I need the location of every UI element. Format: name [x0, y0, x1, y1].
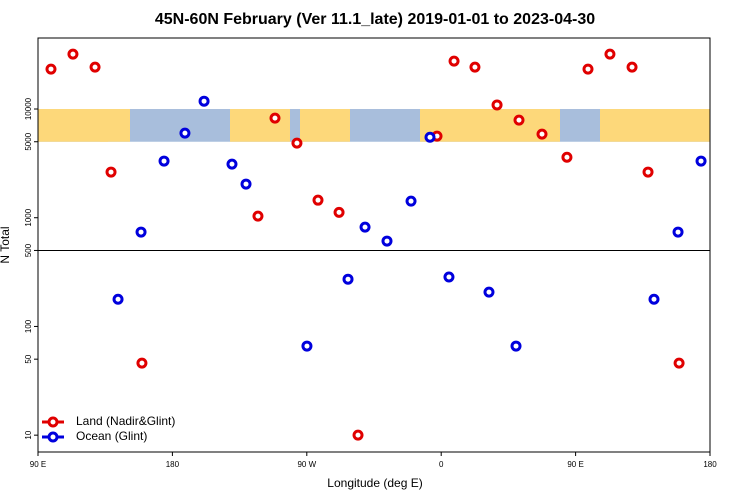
legend-label: Land (Nadir&Glint) — [76, 414, 175, 428]
x-tick-label: 90 E — [30, 460, 46, 469]
point — [179, 127, 191, 139]
y-tick-label: 1000 — [24, 208, 33, 226]
point — [252, 210, 264, 222]
point — [158, 155, 170, 167]
point — [405, 195, 417, 207]
y-tick-label: 50 — [24, 354, 33, 363]
point — [136, 357, 148, 369]
point — [510, 340, 522, 352]
point — [443, 271, 455, 283]
point — [198, 95, 210, 107]
x-tick-label: 0 — [439, 460, 444, 469]
ocean — [38, 109, 710, 142]
point — [448, 55, 460, 67]
point — [561, 151, 573, 163]
point — [648, 293, 660, 305]
point — [301, 340, 313, 352]
point — [673, 357, 685, 369]
map-band — [38, 109, 710, 142]
point — [105, 166, 117, 178]
point — [45, 63, 57, 75]
y-tick-label: 100 — [24, 319, 33, 333]
point — [672, 226, 684, 238]
point — [333, 206, 345, 218]
point — [536, 128, 548, 140]
point — [491, 99, 503, 111]
land — [230, 109, 290, 142]
point — [67, 48, 79, 60]
point — [626, 61, 638, 73]
point — [513, 114, 525, 126]
point — [469, 61, 481, 73]
plot-frame — [37, 37, 711, 453]
y-axis-label: N Total — [0, 226, 12, 263]
y-tick-label: 500 — [24, 243, 33, 257]
point — [695, 155, 707, 167]
land — [300, 109, 350, 142]
point — [342, 273, 354, 285]
point — [352, 429, 364, 441]
y-tick-label: 10 — [24, 430, 33, 439]
legend-marker — [47, 416, 59, 428]
land — [100, 109, 130, 142]
legend-marker — [47, 431, 59, 443]
x-tick-label: 180 — [703, 460, 717, 469]
point — [226, 158, 238, 170]
point — [483, 286, 495, 298]
point — [381, 235, 393, 247]
point — [269, 112, 281, 124]
point — [604, 48, 616, 60]
x-axis-label: Longitude (deg E) — [327, 476, 422, 490]
chart-title: 45N-60N February (Ver 11.1_late) 2019-01… — [155, 11, 595, 28]
land — [600, 109, 710, 142]
x-tick-label: 180 — [166, 460, 180, 469]
point — [359, 221, 371, 233]
point — [89, 61, 101, 73]
point — [424, 131, 436, 143]
point — [312, 194, 324, 206]
point — [291, 137, 303, 149]
y-tick-label: 5000 — [24, 132, 33, 150]
land — [420, 109, 560, 142]
point — [135, 226, 147, 238]
point — [642, 166, 654, 178]
y-tick-label: 10000 — [24, 97, 33, 120]
point — [582, 63, 594, 75]
point — [240, 178, 252, 190]
x-tick-label: 90 W — [297, 460, 316, 469]
x-tick-label: 90 E — [567, 460, 583, 469]
land — [38, 109, 108, 142]
legend-label: Ocean (Glint) — [76, 429, 147, 443]
point — [112, 293, 124, 305]
